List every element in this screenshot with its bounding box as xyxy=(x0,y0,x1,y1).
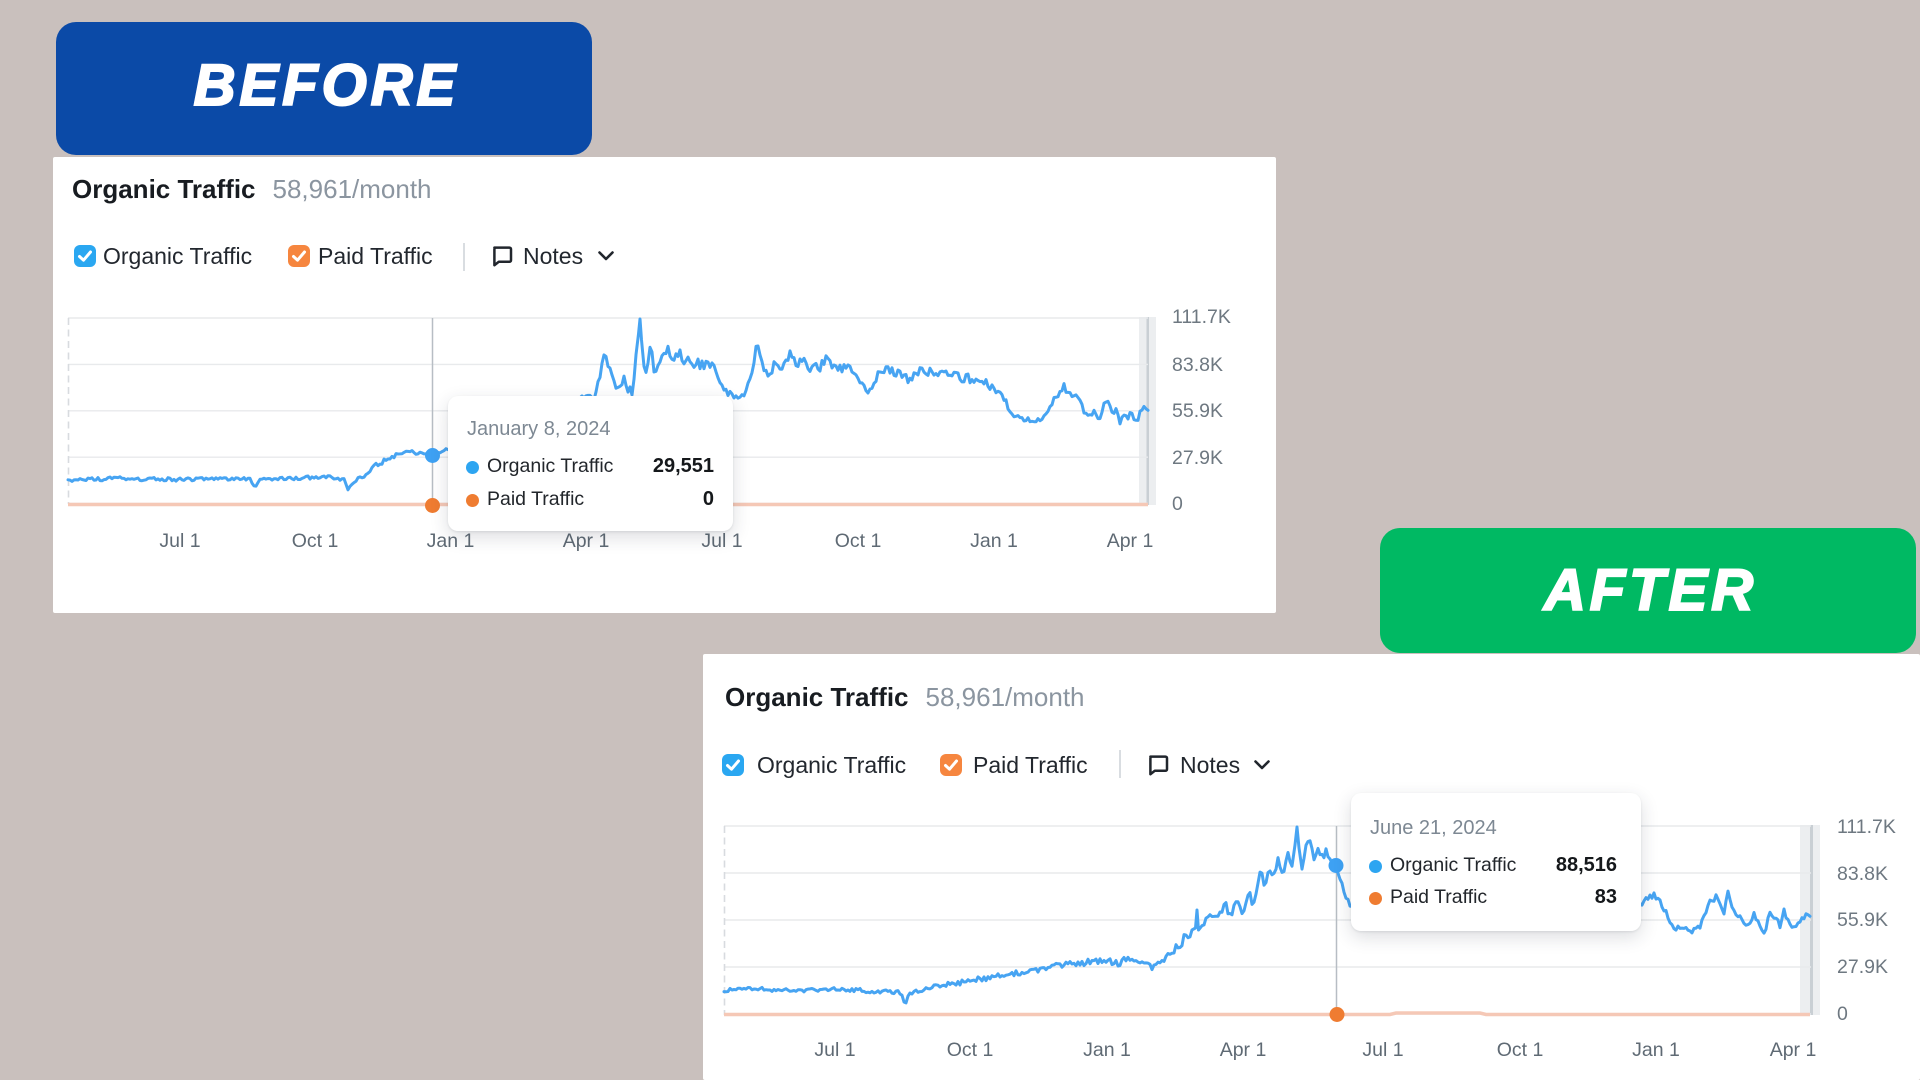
svg-text:Jul 1: Jul 1 xyxy=(1362,1039,1403,1061)
svg-text:0: 0 xyxy=(1837,1003,1848,1025)
svg-text:Apr 1: Apr 1 xyxy=(1770,1039,1817,1061)
svg-text:83.8K: 83.8K xyxy=(1837,863,1888,885)
svg-text:0: 0 xyxy=(1172,493,1183,515)
svg-text:27.9K: 27.9K xyxy=(1172,447,1223,469)
svg-text:55.9K: 55.9K xyxy=(1837,909,1888,931)
svg-text:83.8K: 83.8K xyxy=(1172,354,1223,376)
svg-text:111.7K: 111.7K xyxy=(1837,816,1896,838)
svg-text:Apr 1: Apr 1 xyxy=(563,530,610,552)
svg-text:Jan 1: Jan 1 xyxy=(1632,1039,1680,1061)
svg-text:Jan 1: Jan 1 xyxy=(427,530,475,552)
svg-text:Oct 1: Oct 1 xyxy=(835,530,882,552)
svg-text:Apr 1: Apr 1 xyxy=(1107,530,1154,552)
svg-text:Jan 1: Jan 1 xyxy=(1083,1039,1131,1061)
svg-text:Apr 1: Apr 1 xyxy=(1220,1039,1267,1061)
svg-text:Jul 1: Jul 1 xyxy=(814,1039,855,1061)
svg-text:Jan 1: Jan 1 xyxy=(970,530,1018,552)
svg-text:111.7K: 111.7K xyxy=(1172,306,1231,328)
svg-text:Jul 1: Jul 1 xyxy=(159,530,200,552)
svg-text:Jul 1: Jul 1 xyxy=(701,530,742,552)
svg-text:27.9K: 27.9K xyxy=(1837,956,1888,978)
svg-text:55.9K: 55.9K xyxy=(1172,400,1223,422)
svg-text:Oct 1: Oct 1 xyxy=(947,1039,994,1061)
svg-text:Oct 1: Oct 1 xyxy=(292,530,339,552)
svg-text:Oct 1: Oct 1 xyxy=(1497,1039,1544,1061)
